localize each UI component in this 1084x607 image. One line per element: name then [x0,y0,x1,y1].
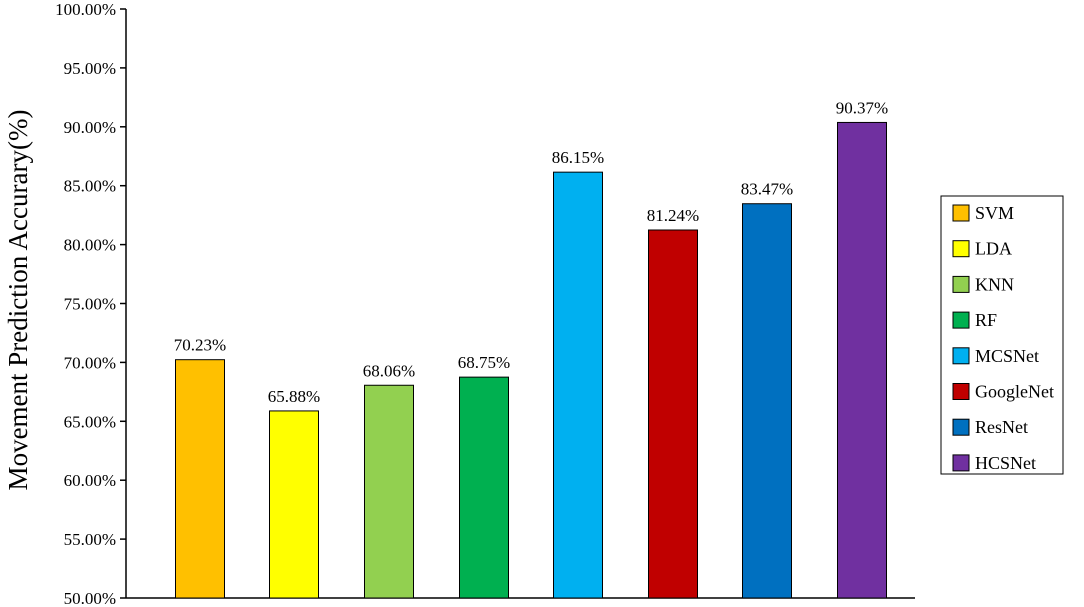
bar-mcsnet [553,171,603,599]
legend-label-rf: RF [975,310,997,330]
legend-swatch-googlenet [952,383,970,400]
legend-swatch-svm [952,204,970,222]
y-axis-title: Movement Prediction Accurary(%) [3,110,33,491]
bars [175,121,887,599]
data-label-rf: 68.75% [458,353,510,372]
legend-label-resnet: ResNet [975,417,1028,437]
y-tick-label: 60.00% [64,471,116,490]
y-tick-label: 90.00% [64,118,116,137]
y-tick-label: 85.00% [64,177,116,196]
legend-label-hcsnet: HCSNet [975,453,1036,473]
bar-knn [364,384,414,599]
bar-hcsnet [837,121,887,599]
bar-googlenet [648,229,698,599]
y-tick-label: 95.00% [64,59,116,78]
data-label-knn: 68.06% [363,361,415,380]
legend-swatch-lda [952,240,970,258]
data-label-svm: 70.23% [174,336,226,355]
y-tick-label: 80.00% [64,236,116,255]
legend: SVM LDA KNN RF MCSNet GoogleNet ResNet HCSNet [940,195,1064,475]
y-tick-label: 100.00% [55,0,116,19]
y-tick-label: 55.00% [64,530,116,549]
data-label-hcsnet: 90.37% [836,98,888,117]
y-tick-label: 65.00% [64,412,116,431]
y-tick-label: 70.00% [64,353,116,372]
legend-swatch-knn [952,275,970,293]
bar-svm [175,359,225,599]
legend-swatch-resnet [952,418,970,436]
y-tick-label: 75.00% [64,295,116,314]
legend-swatch-mcsnet [952,347,970,365]
data-label-googlenet: 81.24% [647,206,699,225]
legend-label-lda: LDA [975,239,1012,259]
data-label-lda: 65.88% [268,387,320,406]
data-label-mcsnet: 86.15% [552,148,604,167]
bar-lda [269,410,319,599]
legend-label-svm: SVM [975,203,1014,223]
legend-label-knn: KNN [975,274,1014,294]
data-labels: 70.23% 65.88% 68.06% 68.75% 86.15% 81.24% 83.4… [174,98,888,405]
legend-label-googlenet: GoogleNet [975,382,1054,402]
axes: 50.00% 55.00% 60.00% 65.00% 70.00% 75.00% 80.0… [55,0,915,607]
bar-rf [459,376,509,599]
legend-swatch-hcsnet [952,454,970,472]
bar-resnet [742,203,792,599]
legend-label-mcsnet: MCSNet [975,346,1039,366]
data-label-resnet: 83.47% [741,180,793,199]
y-tick-label: 50.00% [64,589,116,607]
legend-swatch-rf [952,311,970,329]
